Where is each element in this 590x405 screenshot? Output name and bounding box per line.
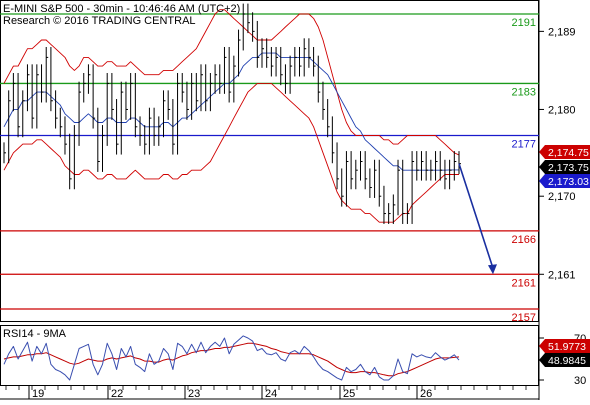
- price-y-tick-label: 2,161: [548, 269, 576, 281]
- rsi-tag-1: 48.9845: [548, 355, 586, 367]
- rsi-tag-0: 51.9773: [548, 341, 586, 353]
- price-tag-1-box: [539, 160, 590, 174]
- moving-average-line: [3, 52, 459, 171]
- price-y-tick-label: 2,189: [548, 26, 576, 38]
- rsi-panel-title: RSI14 - 9MA: [3, 328, 67, 340]
- x-tick-label-25: 25: [343, 388, 355, 400]
- forecast-arrow-head: [488, 264, 497, 275]
- rsi-ma-line: [3, 342, 460, 377]
- x-tick-label-24: 24: [265, 388, 277, 400]
- price-tag-0-box: [539, 145, 590, 159]
- bollinger-lower-line: [3, 82, 459, 223]
- x-tick-label-19: 19: [32, 388, 44, 400]
- price-layer: [3, 3, 461, 224]
- level-label-2161: 2161: [512, 277, 536, 289]
- rsi-tag-0-box: [539, 339, 590, 353]
- level-label-2183: 2183: [512, 86, 536, 98]
- price-y-tick-label: 2,170: [548, 191, 576, 203]
- x-tick-label-22: 22: [111, 388, 123, 400]
- rsi-layer: [3, 335, 460, 381]
- price-panel-frame: [0, 0, 539, 322]
- price-y-tick-label: 2,180: [548, 104, 576, 116]
- level-label-2191: 2191: [512, 17, 536, 29]
- level-label-2177: 2177: [512, 138, 536, 150]
- forecast-arrow-line: [458, 163, 494, 269]
- level-label-2157: 2157: [512, 312, 536, 324]
- bollinger-upper-line: [3, 9, 460, 156]
- rsi-tag-1-box: [539, 353, 590, 367]
- x-tick-label-23: 23: [188, 388, 200, 400]
- x-tick-label-26: 26: [420, 388, 432, 400]
- price-tag-1: 2,173.75: [548, 162, 589, 174]
- bollinger-layer: [3, 9, 460, 223]
- arrow-layer: [458, 163, 497, 275]
- price-tag-0: 2,174.75: [548, 147, 589, 159]
- price-tag-2-box: [539, 174, 590, 188]
- levels-layer: 2191 2183 2177 2166 2161 2157: [0, 13, 539, 324]
- chart-header-line2: Research © 2016 TRADING CENTRAL: [3, 15, 196, 27]
- rsi-panel-frame: [0, 325, 539, 386]
- rsi-line: [3, 335, 460, 381]
- level-label-2166: 2166: [512, 234, 536, 246]
- rsi-y-tick-label: 30: [574, 375, 586, 387]
- tags-layer: 2,174.75 2,173.75 2,173.03 51.9773 48.9845: [539, 145, 590, 367]
- chart-header-line1: E-MINI S&P 500 - 30min - 10:46:46 AM (UT…: [3, 3, 240, 15]
- price-tag-2: 2,173.03: [548, 176, 589, 188]
